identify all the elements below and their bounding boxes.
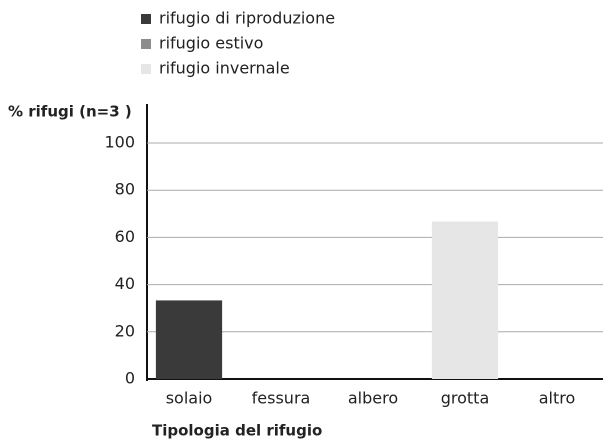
y-tick-label: 40 xyxy=(115,274,135,293)
x-axis-label: Tipologia del rifugio xyxy=(152,422,322,440)
y-tick-label: 60 xyxy=(115,227,135,246)
y-tick-label: 20 xyxy=(115,321,135,340)
legend-label: rifugio di riproduzione xyxy=(159,9,335,28)
x-tick-label: fessura xyxy=(252,389,311,408)
y-tick-label: 0 xyxy=(125,369,135,388)
legend-swatch xyxy=(141,14,151,24)
x-tick-label: solaio xyxy=(166,389,213,408)
y-tick-label: 80 xyxy=(115,180,135,199)
bar xyxy=(155,300,223,379)
y-axis-label: % rifugi (n=3 ) xyxy=(8,103,132,121)
legend-label: rifugio estivo xyxy=(159,34,263,53)
legend-swatch xyxy=(141,64,151,74)
legend-swatch xyxy=(141,39,151,49)
y-tick-label: 100 xyxy=(104,133,135,152)
legend-label: rifugio invernale xyxy=(159,59,290,78)
x-tick-label: albero xyxy=(348,389,398,408)
x-tick-label: altro xyxy=(539,389,576,408)
bar xyxy=(431,221,499,379)
x-tick-label: grotta xyxy=(441,389,490,408)
